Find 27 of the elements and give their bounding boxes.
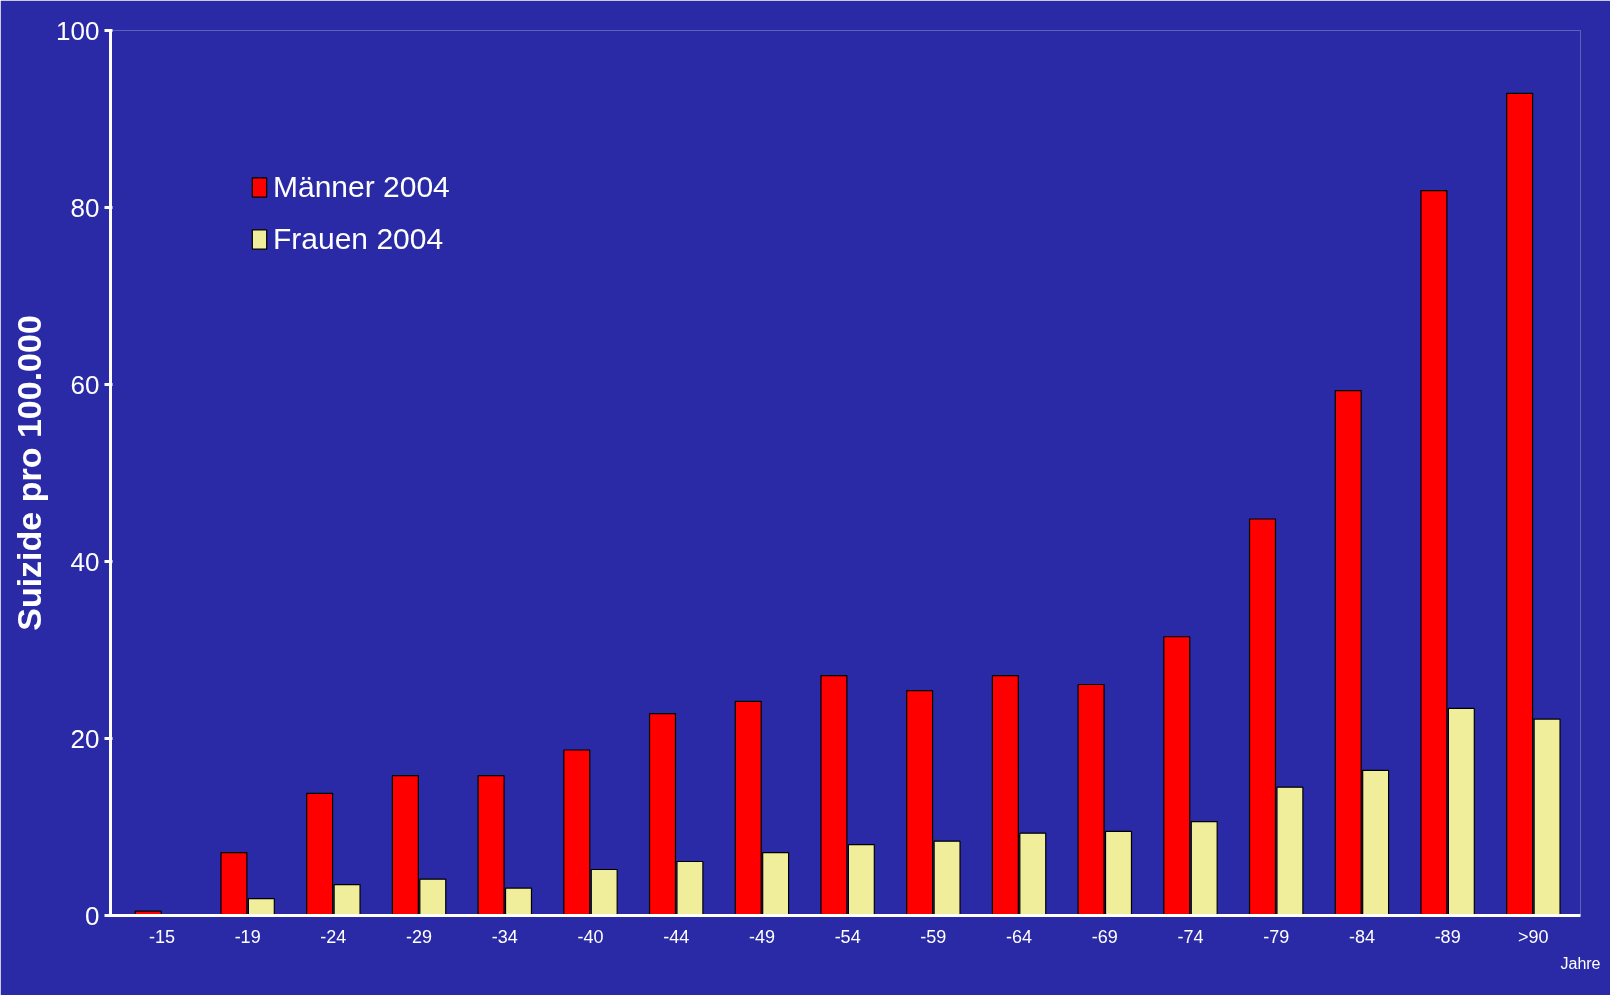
x-tick-label: -19 [234,926,261,947]
x-tick-label: -89 [1434,926,1461,947]
x-tick-label: -44 [663,926,690,947]
x-tick-label: -64 [1006,926,1033,947]
y-tick-label: 80 [70,192,100,223]
x-tick-label: -54 [834,926,861,947]
y-tick-label: 0 [85,900,100,931]
x-tick-label: -49 [748,926,775,947]
x-axis-title: Jahre [1560,954,1601,972]
x-tick-label: -79 [1263,926,1290,947]
y-tick-label: 60 [70,369,100,400]
y-tick-label: 40 [70,546,100,577]
y-tick-label: 100 [56,15,100,46]
x-tick-label: -59 [920,926,947,947]
x-tick-label: -40 [577,926,604,947]
x-tick-label: -24 [320,926,347,947]
x-tick-label: -15 [148,926,175,947]
x-tick-label: -69 [1091,926,1118,947]
x-tick-label: -34 [491,926,518,947]
y-tick-label: 20 [70,723,100,754]
legend-label: Frauen 2004 [273,222,444,256]
x-tick-label: -29 [406,926,433,947]
x-tick-label: >90 [1518,926,1549,947]
x-tick-label: -84 [1348,926,1375,947]
legend-label: Männer 2004 [273,170,450,204]
x-tick-label: -74 [1177,926,1204,947]
y-axis-title: Suizide pro 100.000 [10,315,49,631]
